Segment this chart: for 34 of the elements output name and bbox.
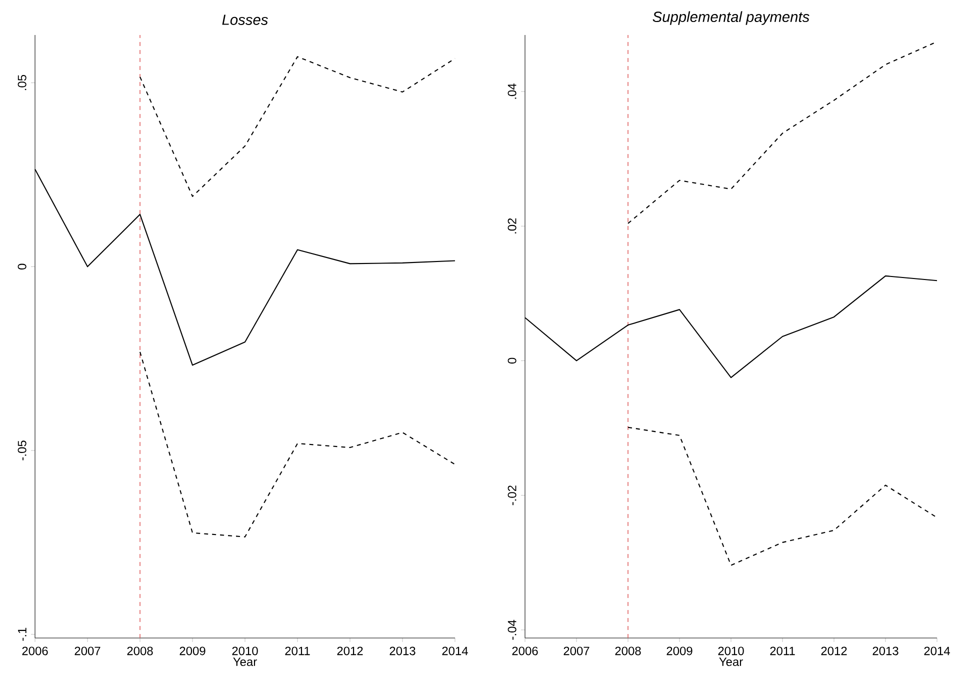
line-series xyxy=(627,426,938,566)
chart-title: Losses xyxy=(222,14,268,25)
chart-title: Supplemental payments xyxy=(652,11,810,25)
y-tick-label: 0 xyxy=(18,264,26,270)
y-tick-label: -.05 xyxy=(18,440,26,460)
y-tick-label: .04 xyxy=(508,84,516,99)
x-tick-label: 2010 xyxy=(718,646,744,656)
y-tick-label: -.1 xyxy=(18,628,26,641)
x-tick-label: 2006 xyxy=(22,646,48,656)
x-tick-label: 2013 xyxy=(872,646,898,656)
y-tick-label: -.04 xyxy=(508,620,516,640)
x-tick-label: 2012 xyxy=(821,646,847,656)
y-tick-label: 0 xyxy=(508,358,516,364)
x-tick-label: 2010 xyxy=(232,646,258,656)
x-tick-label: 2008 xyxy=(127,646,153,656)
x-tick-label: 2012 xyxy=(337,646,363,656)
x-axis-title: Year xyxy=(719,658,743,666)
x-tick-label: 2014 xyxy=(442,646,468,656)
y-tick-label: -.02 xyxy=(508,486,516,506)
x-tick-label: 2007 xyxy=(74,646,100,656)
line-series xyxy=(139,351,456,538)
y-tick-label: .05 xyxy=(18,74,26,90)
x-tick-label: 2006 xyxy=(512,646,538,656)
x-tick-label: 2008 xyxy=(615,646,641,656)
x-tick-label: 2011 xyxy=(285,646,310,656)
x-tick-label: 2009 xyxy=(666,646,692,656)
x-tick-label: 2011 xyxy=(770,646,795,656)
x-tick-label: 2014 xyxy=(924,646,950,656)
x-axis-title: Year xyxy=(233,658,257,666)
x-tick-label: 2007 xyxy=(564,646,590,656)
x-tick-label: 2013 xyxy=(390,646,416,656)
y-tick-label: .02 xyxy=(508,218,516,234)
x-tick-label: 2009 xyxy=(180,646,206,656)
line-series xyxy=(139,56,456,197)
